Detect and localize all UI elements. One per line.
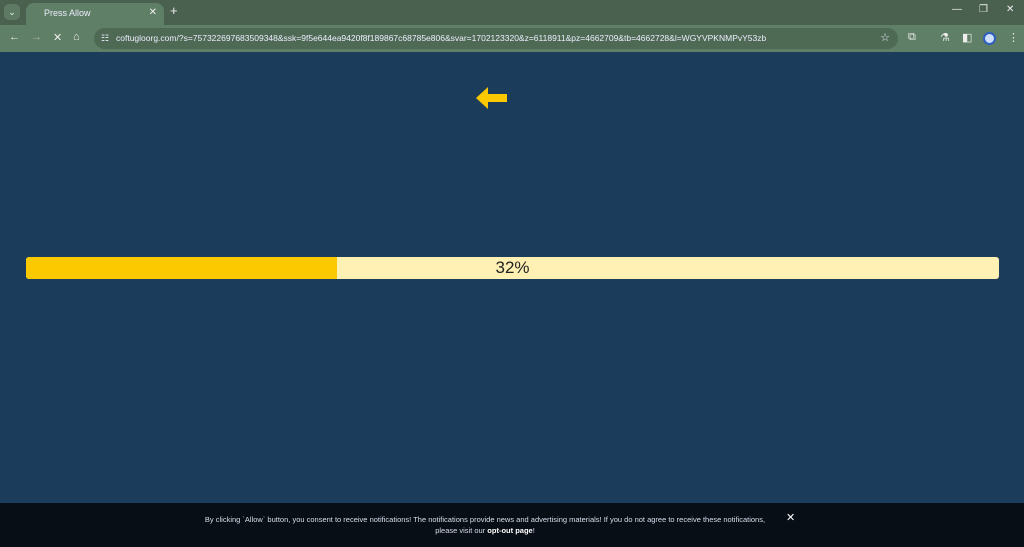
tab-close-icon[interactable]: ✕	[148, 7, 157, 18]
tab-title: Press Allow	[44, 8, 91, 18]
banner-text-2: please visit our	[435, 526, 488, 535]
minimize-icon[interactable]: —	[952, 4, 962, 15]
site-info-icon[interactable]: ☷	[101, 33, 110, 43]
stop-icon[interactable]: ✕	[53, 32, 63, 44]
tab-bar: ⌄ Press Allow ✕ + — ❐ ✕	[0, 0, 1024, 25]
extensions-icon[interactable]: ⧉	[908, 31, 916, 43]
address-bar[interactable]: ☷ coftugloorg.com/?s=757322697683509348&…	[94, 28, 898, 49]
restore-icon[interactable]: ❐	[979, 4, 988, 15]
home-icon[interactable]: ⌂	[73, 31, 80, 43]
labs-flask-icon[interactable]: ⚗	[940, 32, 950, 44]
close-window-icon[interactable]: ✕	[1006, 4, 1015, 15]
opt-out-link[interactable]: opt-out page	[487, 526, 533, 535]
progress-fill	[26, 257, 338, 279]
new-tab-button[interactable]: +	[170, 3, 178, 18]
menu-kebab-icon[interactable]: ⋮	[1008, 32, 1019, 44]
bookmark-star-icon[interactable]: ☆	[880, 32, 890, 44]
banner-close-icon[interactable]: ✕	[786, 512, 796, 524]
progress-bar: 32%	[26, 257, 999, 279]
forward-icon[interactable]: →	[31, 31, 42, 43]
tab-search-button[interactable]: ⌄	[4, 4, 20, 20]
back-icon[interactable]: ←	[9, 31, 20, 43]
tab-press-allow[interactable]: Press Allow ✕	[26, 3, 164, 25]
banner-text-end: !	[532, 526, 535, 535]
url-text: coftugloorg.com/?s=757322697683509348&ss…	[116, 33, 767, 43]
side-panel-icon[interactable]: ◧	[962, 32, 973, 44]
progress-label: 32%	[495, 258, 530, 277]
profile-avatar[interactable]	[983, 32, 996, 45]
banner-text-block: By clicking `Allow` button, you consent …	[200, 514, 770, 536]
arrow-left-icon	[476, 87, 507, 109]
notification-consent-banner: By clicking `Allow` button, you consent …	[0, 503, 1024, 547]
banner-text: By clicking `Allow` button, you consent …	[204, 515, 766, 524]
toolbar: ← → ✕ ⌂ ☷ coftugloorg.com/?s=75732269768…	[0, 25, 1024, 52]
